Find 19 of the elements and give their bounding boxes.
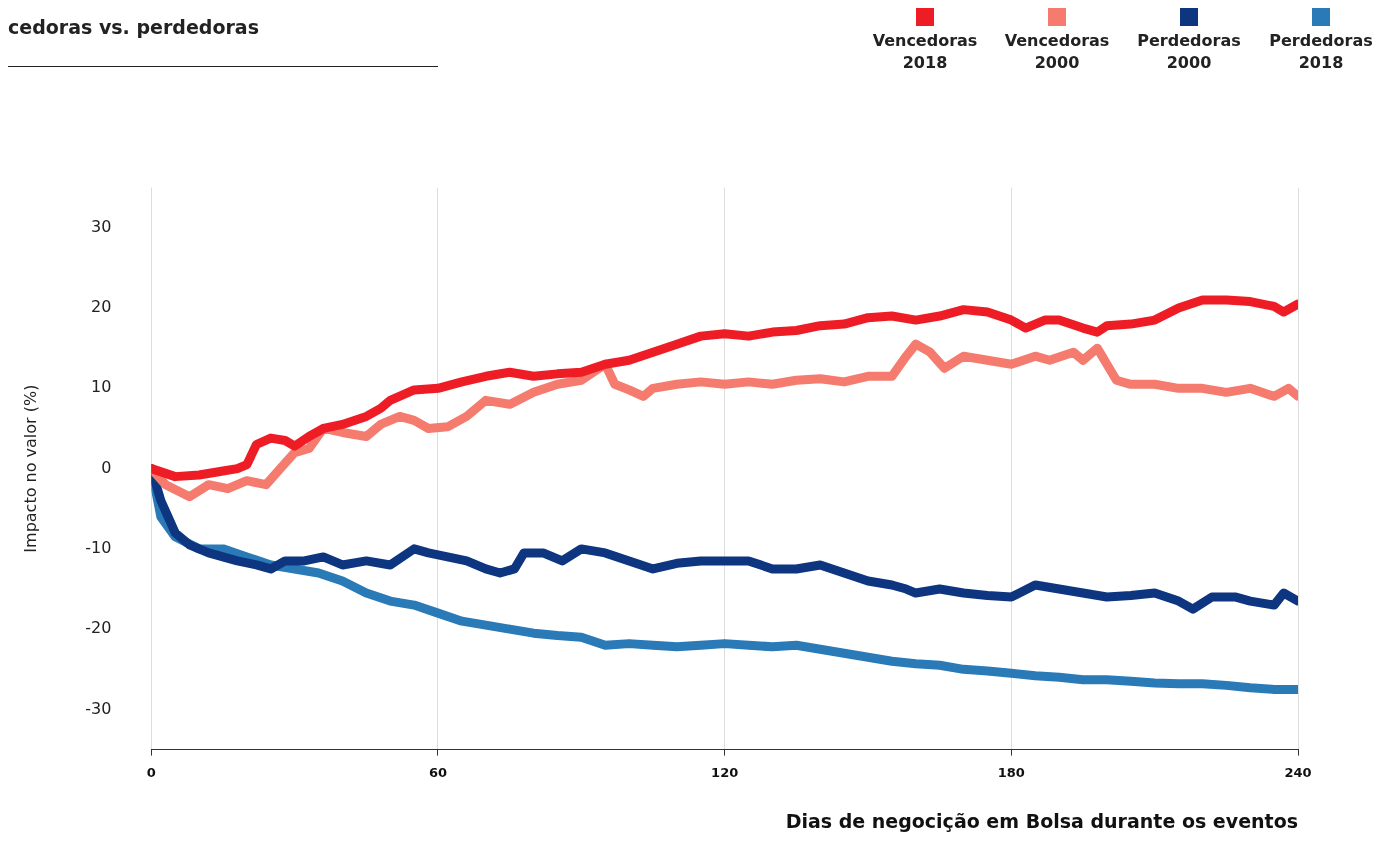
x-tick-label: 0 [146,764,156,780]
y-tick-label: -10 [85,538,112,558]
legend-label: Perdedoras 2018 [1268,30,1374,74]
y-tick-label: -30 [85,698,112,718]
y-tick-label: 0 [101,457,112,477]
y-tick-label: 10 [90,377,112,397]
y-tick-label: -20 [85,618,112,638]
x-tick-label: 120 [711,764,739,780]
x-axis-title: Dias de negocição em Bolsa durante os eventos [785,809,1298,832]
x-tick-label: 180 [997,764,1025,780]
x-tick-label: 60 [428,764,448,780]
y-tick-label: 20 [90,297,112,317]
chart-title: cedoras vs. perdedoras [8,16,260,38]
x-tick-label: 240 [1284,764,1312,780]
legend-label: Vencedoras 2018 [871,30,979,74]
legend-label: Perdedoras 2000 [1136,30,1242,74]
legend-label: Vencedoras 2000 [1003,30,1111,74]
y-tick-label: 30 [90,216,112,236]
y-axis-title: Impacto no valor (%) [20,384,40,553]
